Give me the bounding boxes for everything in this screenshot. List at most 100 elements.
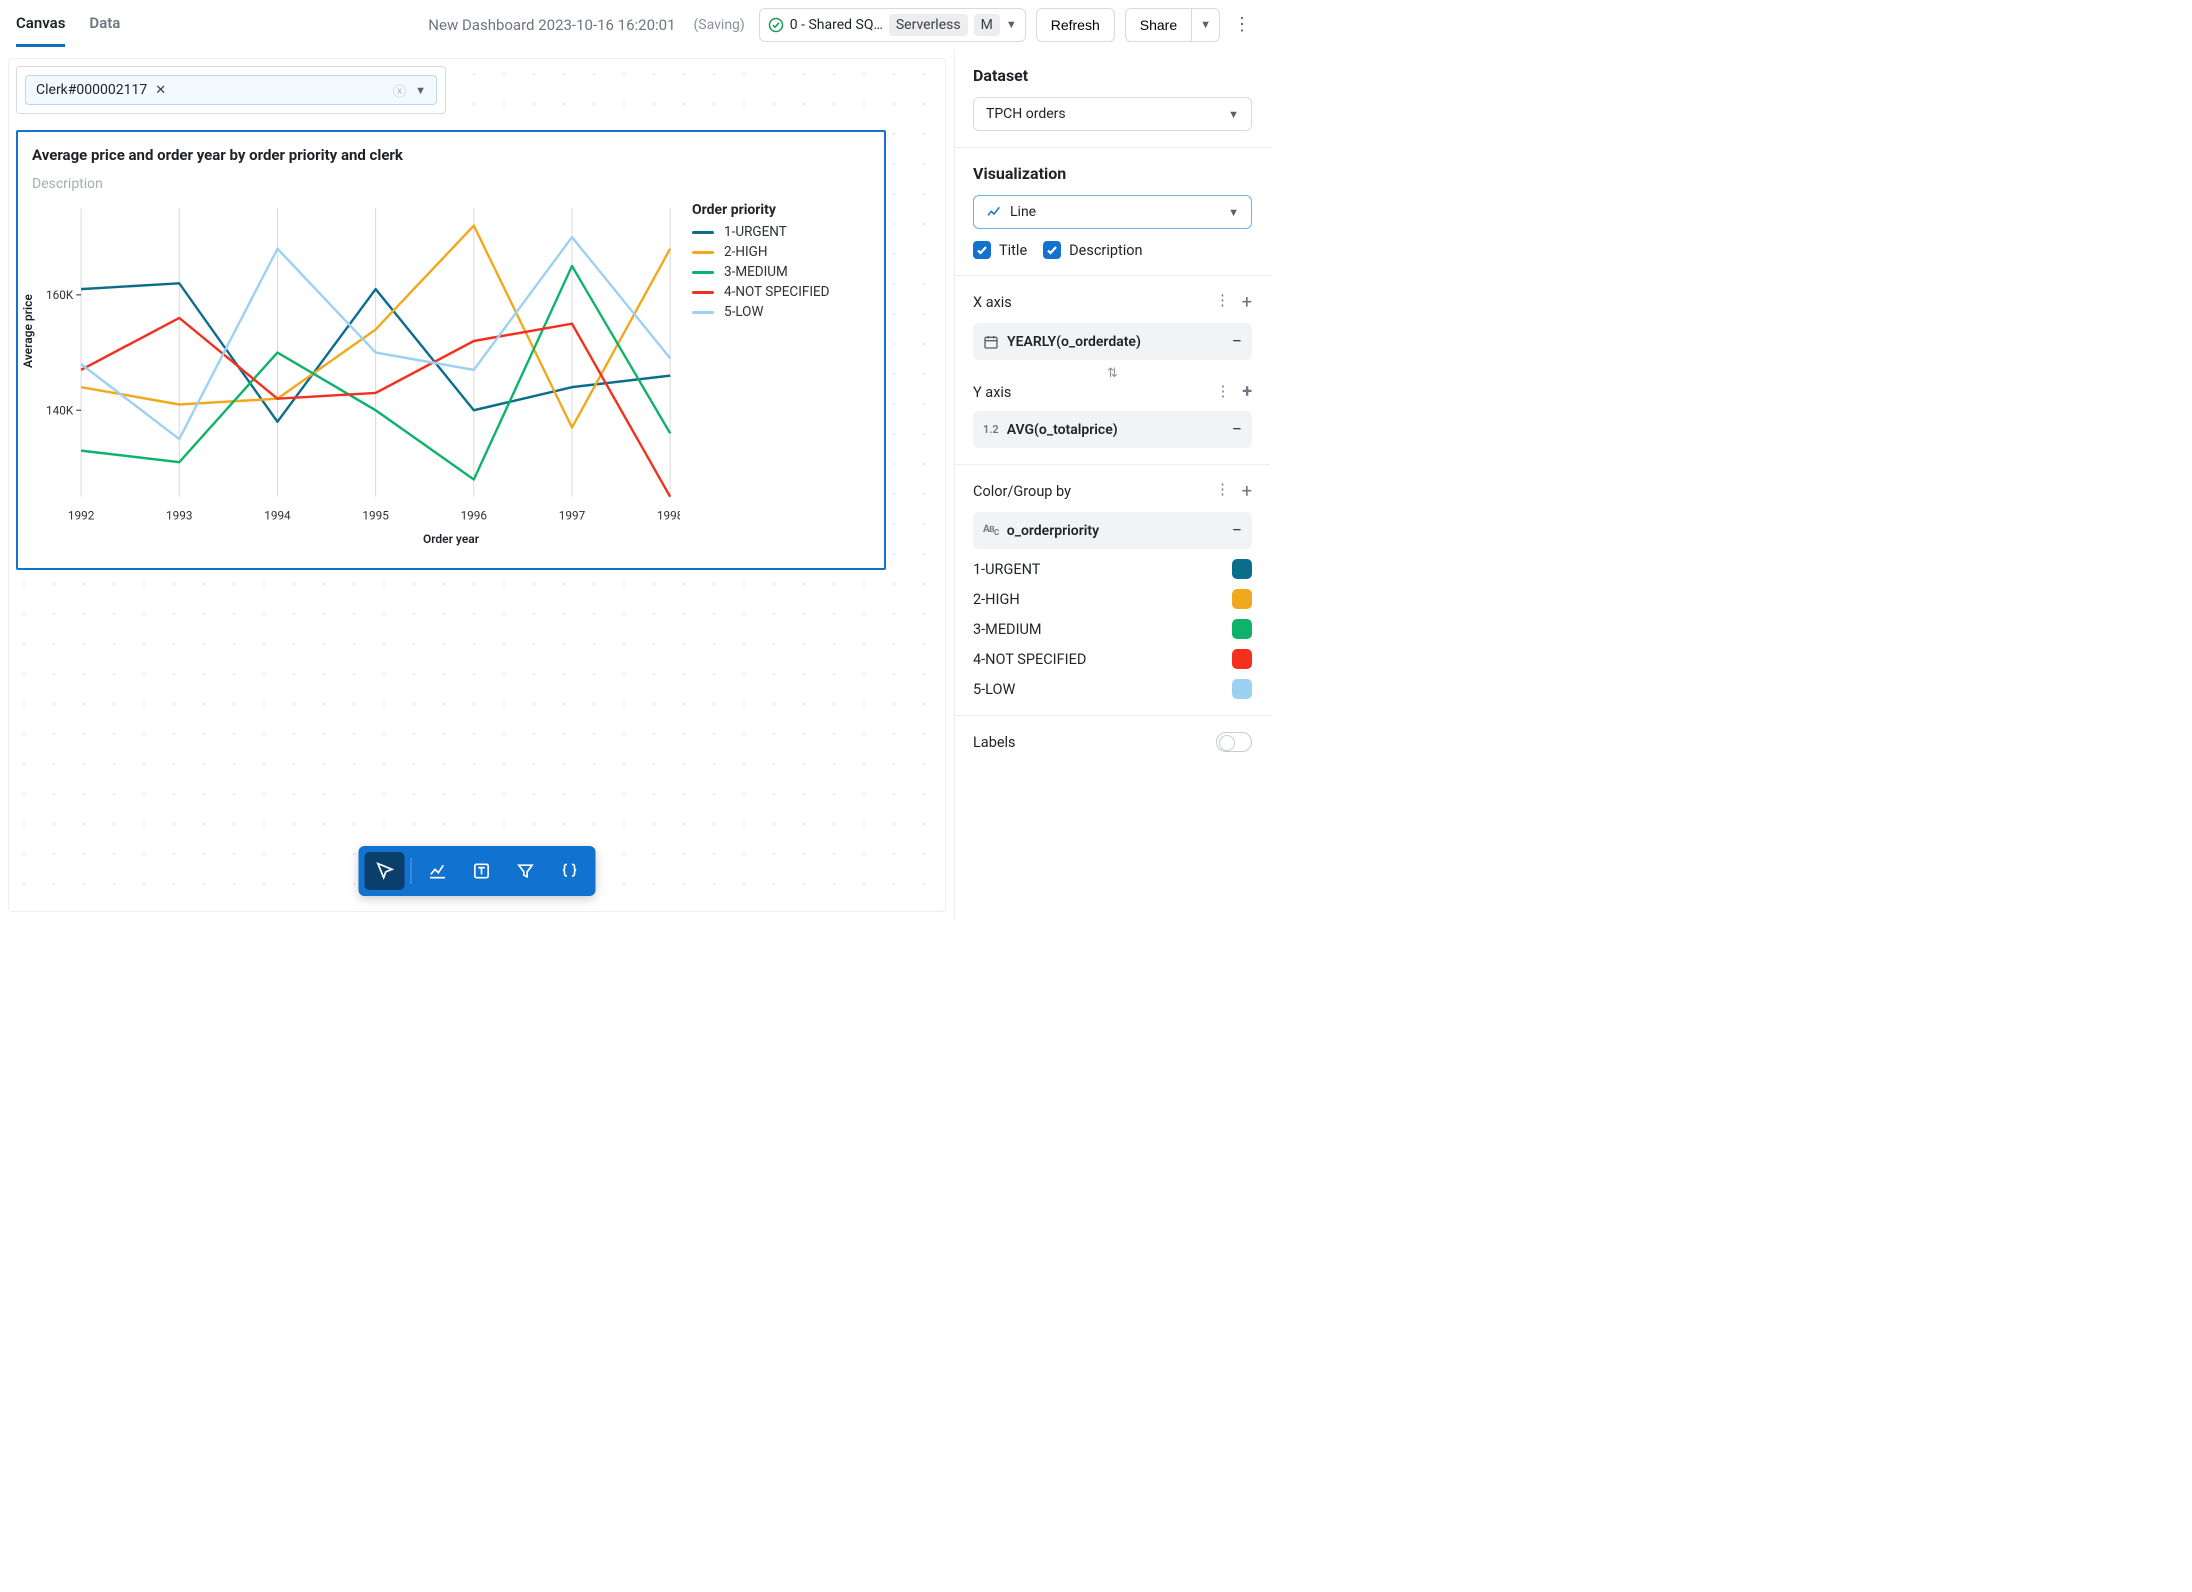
tab-data[interactable]: Data [89, 2, 120, 47]
share-caret-button[interactable]: ▼ [1191, 8, 1220, 42]
color-kebab[interactable]: ⋮ [1215, 481, 1230, 502]
compute-type: Serverless [889, 14, 968, 36]
color-swatch[interactable] [1232, 679, 1252, 699]
dashboard-title[interactable]: New Dashboard 2023-10-16 16:20:01 [428, 16, 675, 34]
kebab-menu[interactable]: ⋮ [1230, 14, 1254, 35]
toolbar-separator [411, 858, 412, 884]
clear-filter-icon[interactable]: ⓧ [393, 81, 406, 100]
string-icon: ABC [983, 524, 999, 537]
pointer-icon [375, 861, 395, 881]
chart-title[interactable]: Average price and order year by order pr… [32, 146, 870, 164]
color-swatch[interactable] [1232, 559, 1252, 579]
tab-canvas[interactable]: Canvas [16, 2, 65, 47]
tool-chart[interactable] [418, 852, 458, 890]
chevron-down-icon: ▼ [1006, 18, 1017, 31]
save-status: (Saving) [694, 17, 745, 33]
view-tabs: Canvas Data [16, 2, 120, 47]
remove-y-field[interactable]: − [1232, 419, 1242, 440]
svg-text:1994: 1994 [264, 508, 291, 522]
color-field[interactable]: ABC o_orderpriority − [973, 512, 1252, 549]
chevron-down-icon: ▼ [1228, 108, 1239, 121]
legend-label: 5-LOW [724, 304, 763, 320]
legend-item[interactable]: 5-LOW [692, 304, 870, 320]
svg-text:160K: 160K [46, 288, 74, 302]
filter-chip[interactable]: Clerk#000002117 ✕ ⓧ ▼ [25, 75, 437, 105]
compute-selector[interactable]: 0 - Shared SQ… Serverless M ▼ [759, 8, 1026, 42]
remove-chip-icon[interactable]: ✕ [155, 83, 166, 98]
y-axis-header: Y axis ⋮ + [973, 383, 1252, 401]
y-axis-field-label: AVG(o_totalprice) [1007, 422, 1118, 438]
color-series-item[interactable]: 2-HIGH [973, 589, 1252, 609]
y-axis-kebab[interactable]: ⋮ [1216, 383, 1231, 401]
chevron-down-icon: ▼ [1200, 19, 1211, 31]
y-axis-add[interactable]: + [1242, 383, 1252, 401]
chevron-down-icon[interactable]: ▼ [415, 84, 426, 97]
dataset-heading: Dataset [973, 66, 1252, 85]
filter-icon [516, 861, 536, 881]
divider [955, 715, 1270, 716]
compute-name: 0 - Shared SQ… [790, 17, 883, 33]
x-axis-field[interactable]: YEARLY(o_orderdate) − [973, 323, 1252, 360]
chart-description[interactable]: Description [32, 176, 870, 192]
legend-item[interactable]: 4-NOT SPECIFIED [692, 284, 870, 300]
color-series-label: 1-URGENT [973, 561, 1040, 578]
description-checkbox[interactable] [1043, 241, 1061, 259]
remove-x-field[interactable]: − [1232, 331, 1242, 352]
color-swatch[interactable] [1232, 589, 1252, 609]
color-series-label: 4-NOT SPECIFIED [973, 651, 1086, 668]
canvas-area[interactable]: Clerk#000002117 ✕ ⓧ ▼ Average price and … [0, 50, 954, 920]
canvas-toolbar [359, 846, 596, 896]
divider [955, 464, 1270, 465]
tool-filter[interactable] [506, 852, 546, 890]
legend-swatch [692, 271, 714, 274]
dataset-select[interactable]: TPCH orders ▼ [973, 97, 1252, 131]
share-button[interactable]: Share [1125, 8, 1191, 42]
chart-plot: 1992199319941995199619971998140K160K Ave… [32, 198, 680, 538]
chart-widget[interactable]: Average price and order year by order pr… [16, 130, 886, 570]
chart-legend: Order priority 1-URGENT 2-HIGH 3-MEDIUM 4-N… [680, 198, 870, 538]
text-icon [472, 861, 492, 881]
config-sidebar: Dataset TPCH orders ▼ Visualization Line… [954, 50, 1270, 920]
visualization-heading: Visualization [973, 164, 1252, 183]
visualization-value: Line [1010, 204, 1036, 220]
share-button-group: Share ▼ [1125, 8, 1220, 42]
legend-label: 4-NOT SPECIFIED [724, 284, 830, 300]
chevron-down-icon: ▼ [1228, 206, 1239, 219]
remove-color-field[interactable]: − [1232, 520, 1242, 541]
color-series-label: 2-HIGH [973, 591, 1020, 608]
color-header: Color/Group by ⋮ + [973, 481, 1252, 502]
legend-item[interactable]: 1-URGENT [692, 224, 870, 240]
dataset-value: TPCH orders [986, 106, 1066, 122]
color-add[interactable]: + [1242, 481, 1252, 502]
filter-widget[interactable]: Clerk#000002117 ✕ ⓧ ▼ [16, 66, 446, 114]
y-axis-field[interactable]: 1.2 AVG(o_totalprice) − [973, 411, 1252, 448]
color-swatch[interactable] [1232, 649, 1252, 669]
color-series-item[interactable]: 3-MEDIUM [973, 619, 1252, 639]
legend-title: Order priority [692, 202, 870, 218]
chart-icon [428, 861, 448, 881]
tool-braces[interactable] [550, 852, 590, 890]
description-checkbox-label: Description [1069, 242, 1142, 259]
title-checkbox[interactable] [973, 241, 991, 259]
x-axis-heading: X axis [973, 294, 1012, 311]
swap-axes-icon[interactable]: ⇅ [973, 366, 1252, 381]
color-series-item[interactable]: 5-LOW [973, 679, 1252, 699]
refresh-button[interactable]: Refresh [1036, 8, 1115, 42]
divider [955, 275, 1270, 276]
tool-text[interactable] [462, 852, 502, 890]
y-axis-label: Average price [21, 294, 35, 368]
labels-heading: Labels [973, 734, 1016, 751]
color-swatch[interactable] [1232, 619, 1252, 639]
visualization-select[interactable]: Line ▼ [973, 195, 1252, 229]
calendar-icon [983, 334, 999, 350]
labels-toggle[interactable] [1216, 732, 1252, 752]
x-axis-kebab[interactable]: ⋮ [1215, 292, 1230, 313]
tool-pointer[interactable] [365, 852, 405, 890]
legend-label: 2-HIGH [724, 244, 767, 260]
legend-label: 3-MEDIUM [724, 264, 788, 280]
color-series-item[interactable]: 1-URGENT [973, 559, 1252, 579]
legend-item[interactable]: 3-MEDIUM [692, 264, 870, 280]
x-axis-add[interactable]: + [1242, 292, 1252, 313]
legend-item[interactable]: 2-HIGH [692, 244, 870, 260]
color-series-item[interactable]: 4-NOT SPECIFIED [973, 649, 1252, 669]
